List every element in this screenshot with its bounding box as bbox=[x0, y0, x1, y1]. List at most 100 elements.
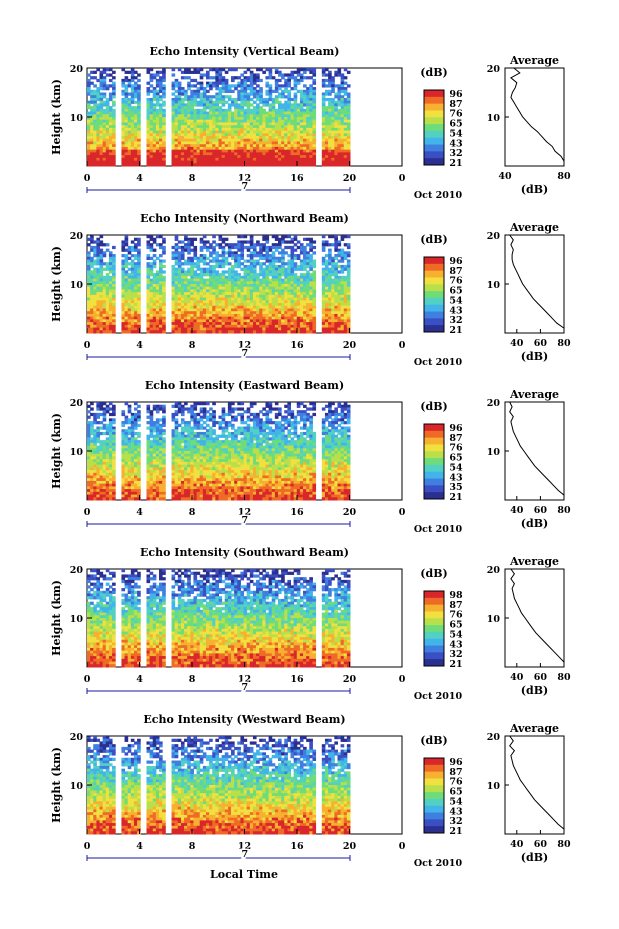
average-line bbox=[509, 234, 565, 329]
heatmap-cell bbox=[340, 286, 345, 290]
heatmap-cell bbox=[96, 251, 101, 255]
heatmap-cell bbox=[274, 108, 279, 113]
heatmap-cell bbox=[180, 316, 185, 320]
heatmap-cell bbox=[193, 152, 198, 156]
heatmap-cell bbox=[287, 130, 292, 134]
heatmap-cell bbox=[237, 273, 241, 277]
heatmap-cell bbox=[296, 163, 301, 167]
heatmap-cell bbox=[209, 76, 213, 80]
heatmap-cell bbox=[334, 155, 338, 159]
heatmap-cell bbox=[312, 155, 317, 159]
heatmap-cell bbox=[212, 278, 216, 282]
heatmap-cell bbox=[121, 254, 126, 258]
heatmap-cell bbox=[171, 144, 176, 148]
heatmap-cell bbox=[343, 243, 348, 247]
heatmap-cell bbox=[324, 146, 329, 151]
heatmap-cell bbox=[293, 152, 298, 156]
heatmap-cell bbox=[177, 108, 182, 113]
heatmap-cell bbox=[287, 117, 292, 121]
heatmap-cell bbox=[133, 248, 138, 252]
heatmap-cell bbox=[293, 330, 298, 334]
heatmap-cell bbox=[162, 240, 166, 244]
heatmap-cell bbox=[252, 89, 257, 93]
heatmap-cell bbox=[174, 286, 179, 290]
heatmap-cell bbox=[177, 262, 182, 266]
heatmap-cell bbox=[237, 144, 241, 148]
heatmap-cell bbox=[137, 289, 141, 293]
heatmap-cell bbox=[137, 155, 141, 159]
heatmap-cell bbox=[249, 122, 254, 126]
heatmap-cell bbox=[246, 292, 251, 296]
heatmap-cell bbox=[221, 103, 226, 107]
heatmap-cell bbox=[221, 117, 226, 121]
heatmap-cell bbox=[321, 248, 326, 252]
heatmap-cell bbox=[237, 240, 241, 244]
heatmap-cell bbox=[252, 319, 257, 323]
heatmap-cell bbox=[162, 327, 166, 331]
heatmap-cell bbox=[215, 84, 219, 88]
heatmap-cell bbox=[127, 111, 132, 115]
heatmap-cell bbox=[130, 163, 135, 167]
heatmap-cell bbox=[87, 122, 91, 126]
heatmap-cell bbox=[306, 122, 310, 126]
heatmap-cell bbox=[221, 270, 226, 274]
heatmap-cell bbox=[171, 133, 176, 137]
heatmap-cell bbox=[218, 243, 223, 247]
heatmap-cell bbox=[299, 262, 304, 266]
colorbar-frame bbox=[423, 89, 445, 166]
heatmap-cell bbox=[146, 111, 151, 115]
heatmap-cell bbox=[180, 412, 185, 417]
heatmap-cell bbox=[137, 300, 141, 304]
heatmap-cell bbox=[215, 243, 219, 247]
heatmap-cell bbox=[96, 95, 101, 99]
heatmap-cell bbox=[287, 305, 292, 309]
heatmap-cell bbox=[246, 141, 251, 145]
heatmap-cell bbox=[149, 303, 154, 307]
heatmap-cell bbox=[321, 297, 326, 301]
heatmap-cell bbox=[331, 308, 335, 312]
heatmap-cell bbox=[277, 278, 282, 282]
heatmap-cell bbox=[252, 78, 257, 83]
heatmap-cell bbox=[112, 256, 116, 260]
heatmap-cell bbox=[227, 248, 232, 252]
heatmap-cell bbox=[155, 243, 160, 247]
heatmap-cell bbox=[227, 136, 232, 140]
heatmap-cell bbox=[196, 100, 201, 104]
heatmap-cell bbox=[287, 119, 292, 123]
heatmap-cell bbox=[321, 240, 326, 244]
heatmap-cell bbox=[174, 127, 179, 132]
heatmap-cell bbox=[124, 324, 129, 329]
heatmap-cell bbox=[149, 412, 154, 417]
heatmap-cell bbox=[249, 284, 254, 288]
heatmap-cell bbox=[190, 273, 194, 277]
heatmap-cell bbox=[196, 89, 201, 93]
heatmap-cell bbox=[152, 316, 157, 320]
heatmap-cell bbox=[337, 313, 342, 318]
heatmap-cell bbox=[243, 155, 248, 159]
heatmap-cell bbox=[149, 313, 154, 318]
heatmap-cell bbox=[102, 297, 107, 301]
heatmap-cell bbox=[334, 136, 338, 140]
heatmap-cell bbox=[130, 89, 135, 93]
heatmap-cell bbox=[105, 300, 110, 304]
average-x-tick-label: 80 bbox=[557, 338, 571, 349]
heatmap-cell bbox=[234, 327, 238, 331]
heatmap-cell bbox=[190, 267, 194, 271]
heatmap-cell bbox=[187, 119, 191, 123]
heatmap-cell bbox=[108, 259, 113, 263]
heatmap-cell bbox=[180, 297, 185, 301]
heatmap-cell bbox=[321, 267, 326, 271]
heatmap-cell bbox=[105, 100, 110, 104]
heatmap-cell bbox=[240, 114, 245, 118]
heatmap-cell bbox=[306, 114, 310, 118]
heatmap-cell bbox=[246, 286, 251, 290]
heatmap-cell bbox=[193, 119, 198, 123]
heatmap-cell bbox=[152, 311, 157, 315]
heatmap-cell bbox=[234, 122, 238, 126]
heatmap-cell bbox=[218, 146, 223, 151]
heatmap-cell bbox=[209, 281, 213, 285]
heatmap-cell bbox=[312, 327, 317, 331]
heatmap-cell bbox=[212, 273, 216, 277]
heatmap-cell bbox=[174, 160, 179, 164]
heatmap-cell bbox=[296, 316, 301, 320]
